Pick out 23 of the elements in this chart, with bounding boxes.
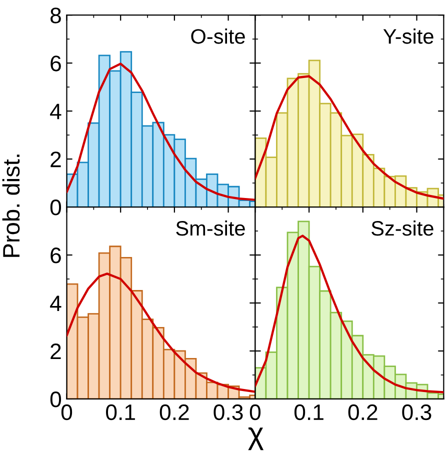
x-tick-label: 0.2 [160,404,189,420]
annotation: Y-site [383,28,434,44]
x-tick-label: 0.2 [348,404,378,420]
annotation: O-site [191,28,245,44]
y-tick-label: 6 [50,56,61,72]
y-tick-label: 2 [50,344,61,360]
y-tick-label: 4 [50,296,62,312]
x-tick-label: 0.3 [402,404,432,420]
x-tick-label: 0.1 [294,404,324,420]
x-axis-title: χ [248,427,264,450]
y-tick-label: 0 [50,200,62,216]
x-tick-label: 0 [61,404,72,420]
y-tick-label: 0 [50,391,62,408]
y-axis-title: Prob. dist. [2,154,20,257]
y-tick-label: 6 [50,248,61,264]
y-tick-label: 8 [50,8,61,24]
x-tick-label: 0.1 [106,404,135,420]
y-tick-label: 4 [50,104,62,120]
x-tick-label: 0.3 [214,404,243,420]
x-tick-label: 0 [250,404,261,420]
annotation: Sm-site [176,220,245,236]
annotation: Sz-site [372,220,434,236]
y-tick-label: 2 [50,152,61,168]
